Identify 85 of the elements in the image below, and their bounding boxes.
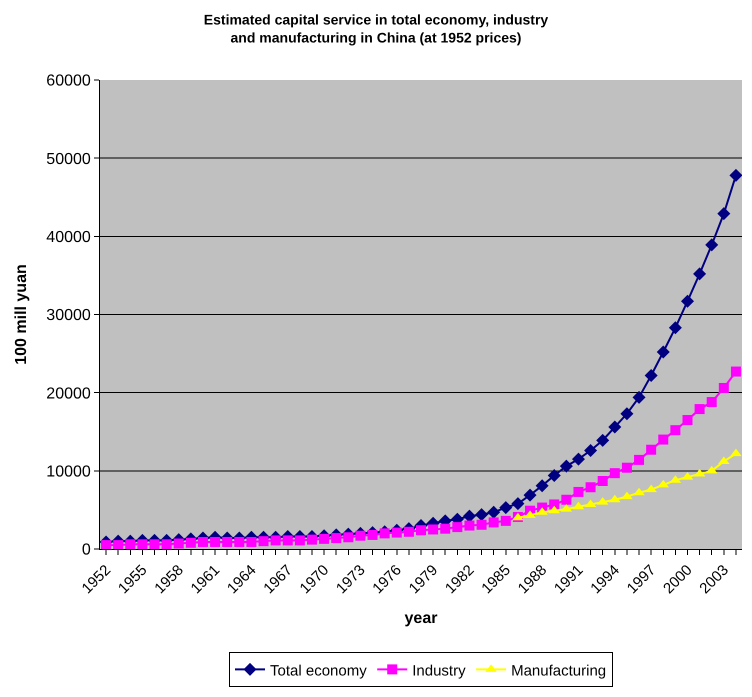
y-tick-label: 40000 xyxy=(46,228,91,246)
point xyxy=(511,497,524,510)
point xyxy=(258,536,269,546)
point xyxy=(706,397,717,408)
point xyxy=(234,536,244,547)
point xyxy=(620,407,634,420)
point xyxy=(694,404,705,414)
point xyxy=(705,238,718,252)
y-tick-label: 10000 xyxy=(46,463,91,480)
point xyxy=(137,539,148,549)
point xyxy=(560,460,573,473)
point xyxy=(598,476,608,486)
point xyxy=(573,486,584,497)
point xyxy=(718,382,729,393)
chart-title: Estimated capital service in total economy, industry and manufacturing in China (at 1952 prices) xyxy=(204,11,548,46)
point xyxy=(487,506,500,519)
y-tick-label: 50000 xyxy=(46,150,91,168)
point xyxy=(658,434,668,445)
point xyxy=(656,346,670,359)
point xyxy=(536,479,549,492)
point xyxy=(499,501,512,514)
y-tick-label: 20000 xyxy=(46,385,91,402)
point xyxy=(380,528,390,538)
point xyxy=(462,510,476,523)
point xyxy=(294,535,305,546)
point xyxy=(610,468,620,478)
point xyxy=(680,294,694,308)
point xyxy=(416,525,426,536)
point xyxy=(101,540,112,549)
point xyxy=(355,530,366,541)
point xyxy=(319,534,330,544)
point xyxy=(561,494,572,505)
y-tick-label: 60000 xyxy=(46,72,91,90)
point xyxy=(368,530,378,540)
point xyxy=(622,462,632,473)
point xyxy=(475,508,488,522)
point xyxy=(524,488,537,502)
point xyxy=(270,535,281,546)
legend-label: Industry xyxy=(412,662,466,680)
point xyxy=(586,482,596,492)
point xyxy=(440,524,450,534)
point xyxy=(392,528,402,538)
point xyxy=(464,520,474,531)
point xyxy=(428,524,438,534)
x-axis-title: year xyxy=(404,610,438,627)
y-axis-title: 100 mill yuan xyxy=(13,264,30,365)
point xyxy=(693,267,706,280)
point xyxy=(682,415,692,426)
point xyxy=(452,522,462,532)
point xyxy=(572,452,585,466)
point xyxy=(500,516,511,526)
legend-label: Manufacturing xyxy=(511,662,606,680)
point xyxy=(246,536,256,547)
point xyxy=(632,390,646,404)
point xyxy=(644,368,658,382)
point xyxy=(476,520,487,530)
point xyxy=(404,526,414,537)
point xyxy=(282,535,293,546)
point xyxy=(729,168,742,182)
point xyxy=(113,540,124,549)
y-tick-label: 30000 xyxy=(46,307,91,324)
point xyxy=(150,539,160,549)
point xyxy=(584,444,598,458)
point xyxy=(670,425,680,436)
point xyxy=(596,434,610,447)
point xyxy=(186,538,196,548)
point xyxy=(730,366,741,377)
y-tick-label: 0 xyxy=(82,542,91,559)
point xyxy=(668,321,682,334)
point xyxy=(162,539,172,549)
point xyxy=(343,532,354,542)
point xyxy=(306,534,317,545)
point xyxy=(198,536,208,547)
point xyxy=(210,536,220,547)
point xyxy=(646,444,656,455)
point xyxy=(717,207,730,220)
point xyxy=(548,469,561,482)
legend-label: Total economy xyxy=(270,662,368,680)
point xyxy=(634,454,644,465)
point xyxy=(608,420,622,434)
point xyxy=(125,539,136,549)
point xyxy=(331,533,342,544)
point xyxy=(174,538,184,549)
point xyxy=(488,517,499,528)
point xyxy=(222,536,232,547)
